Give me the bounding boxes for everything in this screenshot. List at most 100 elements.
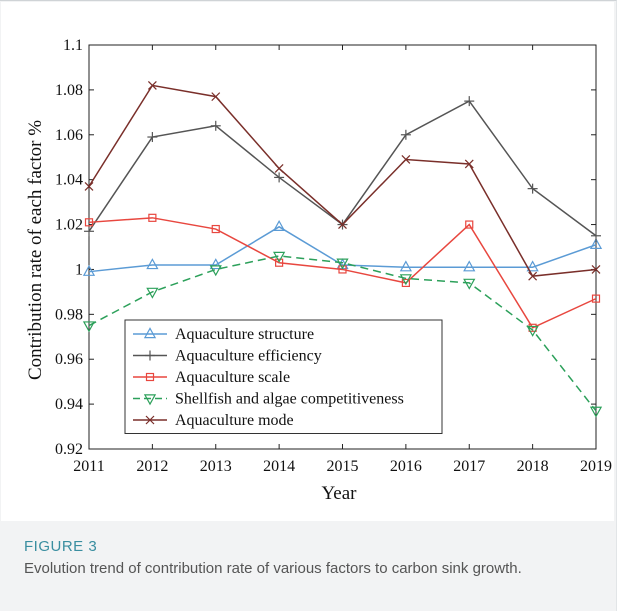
legend-item: Aquaculture mode	[133, 412, 294, 429]
marker-x-b	[211, 92, 221, 102]
x-tick-label: 2016	[390, 458, 422, 475]
data-point	[465, 220, 474, 229]
y-tick-label: 0.94	[55, 396, 83, 413]
data-point	[275, 258, 284, 267]
series-shellfish-and-algae-competitiveness	[82, 251, 603, 418]
series-line	[88, 100, 597, 237]
legend-swatch-marker	[143, 327, 157, 339]
y-tick-label: 0.92	[55, 441, 83, 458]
marker-x-b	[464, 159, 474, 169]
data-point	[148, 213, 157, 222]
data-point	[82, 264, 96, 276]
data-point	[273, 219, 286, 231]
data-point	[147, 80, 157, 90]
data-point	[274, 172, 285, 183]
data-point	[591, 294, 601, 303]
y-axis-title: Contribution rate of each factor %	[25, 120, 46, 380]
legend-swatch-marker	[145, 350, 155, 361]
marker-x-b	[401, 155, 411, 164]
series-line	[88, 255, 597, 412]
marker-x-b	[147, 80, 157, 90]
legend-swatch-marker	[145, 372, 155, 382]
legend-box	[124, 319, 443, 434]
legend: Aquaculture structure Aquaculture efficie…	[124, 319, 443, 434]
data-point	[464, 96, 475, 107]
x-tick-label: 2012	[136, 458, 168, 475]
data-point	[82, 321, 96, 333]
marker-x-b	[528, 271, 538, 281]
data-point	[209, 265, 222, 277]
data-point	[591, 265, 601, 274]
y-tick-label: 0.98	[55, 306, 83, 323]
data-point	[274, 164, 284, 173]
legend-item: Aquaculture scale	[133, 369, 290, 386]
legend-label: Shellfish and algae competitiveness	[175, 391, 404, 408]
x-tick-label: 2011	[73, 458, 104, 475]
legend-label: Aquaculture scale	[175, 369, 290, 386]
data-point	[464, 159, 474, 169]
marker-x-b	[145, 415, 155, 425]
data-point	[527, 183, 538, 194]
data-point	[400, 129, 411, 140]
y-tick-label: 0.96	[55, 351, 83, 368]
legend-item: Shellfish and algae competitiveness	[133, 391, 404, 408]
data-point	[84, 218, 94, 227]
data-point	[338, 220, 347, 229]
data-point	[591, 230, 601, 241]
series-line	[88, 84, 597, 277]
data-point	[338, 265, 347, 274]
figure-label: FIGURE 3	[24, 538, 98, 555]
data-point	[589, 237, 603, 249]
data-point	[463, 260, 476, 272]
marker-x-b	[338, 220, 347, 229]
data-point	[401, 278, 410, 288]
data-point	[146, 287, 159, 299]
x-tick-label: 2015	[327, 458, 359, 475]
data-point	[399, 260, 412, 272]
legend-item: Aquaculture efficiency	[133, 348, 322, 365]
figure-caption: Evolution trend of contribution rate of …	[24, 560, 522, 577]
x-tick-label: 2018	[517, 458, 549, 475]
legend-label: Aquaculture structure	[175, 326, 314, 343]
series-aquaculture-structure	[82, 219, 603, 276]
legend-swatch-marker	[143, 394, 157, 406]
data-point	[84, 181, 94, 191]
data-point	[528, 271, 538, 281]
data-point	[526, 325, 539, 337]
marker-x-b	[84, 181, 94, 191]
legend-item: Aquaculture structure	[133, 326, 314, 343]
data-point	[526, 260, 539, 272]
legend-label: Aquaculture mode	[175, 412, 294, 429]
x-axis-title: Year	[321, 483, 357, 504]
x-tick-label: 2017	[453, 458, 485, 475]
x-tick-label: 2014	[263, 458, 295, 475]
legend-swatch-marker	[145, 415, 155, 425]
y-tick-label: 1.06	[55, 127, 83, 144]
series-aquaculture-mode	[84, 80, 601, 281]
y-tick-label: 1.1	[63, 37, 83, 54]
y-tick-label: 1.08	[55, 82, 83, 99]
series-layer	[82, 80, 603, 418]
series-line	[88, 225, 597, 273]
marker-x-b	[591, 265, 601, 274]
data-point	[84, 226, 94, 237]
data-point	[209, 258, 222, 270]
data-point	[210, 120, 221, 131]
data-point	[273, 251, 286, 263]
y-tick-label: 1.02	[55, 217, 83, 234]
data-point	[211, 224, 220, 234]
data-point	[336, 258, 349, 270]
data-point	[463, 278, 476, 290]
y-tick-label: 1.04	[55, 172, 83, 189]
x-tick-label: 2013	[200, 458, 232, 475]
x-tick-label: 2019	[580, 458, 612, 475]
y-tick-label: 1	[75, 261, 83, 278]
marker-x-b	[274, 164, 284, 173]
legend-label: Aquaculture efficiency	[175, 348, 322, 365]
data-point	[146, 258, 159, 270]
line-chart: 0.92 0.94 0.96 0.98 1 1.02 1.04 1.06 1.08 1.1 2011…	[25, 37, 612, 504]
figure-image: 0.92 0.94 0.96 0.98 1 1.02 1.04 1.06 1.08 1.1 2011…	[1, 2, 614, 521]
series-aquaculture-scale	[84, 213, 601, 332]
data-point	[399, 274, 412, 286]
